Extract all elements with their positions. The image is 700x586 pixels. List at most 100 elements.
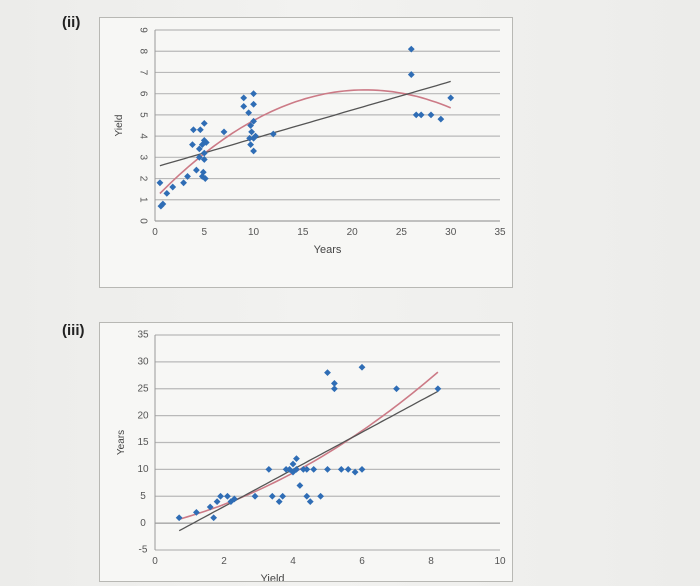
data-point xyxy=(269,130,277,138)
data-point xyxy=(193,166,200,174)
data-point xyxy=(310,465,318,473)
linear-trendline xyxy=(178,390,439,532)
x-tick-label: 15 xyxy=(297,227,309,238)
data-point xyxy=(296,482,304,489)
data-point xyxy=(268,492,276,500)
data-point xyxy=(265,465,273,473)
data-point xyxy=(358,363,366,371)
data-point xyxy=(199,168,207,176)
data-point xyxy=(180,179,187,187)
data-point xyxy=(246,134,254,142)
data-point xyxy=(250,147,257,155)
y-tick-label: 10 xyxy=(137,464,149,475)
y-tick-label: 15 xyxy=(137,437,149,448)
chart-ii-frame: 0 1 2 3 4 5 6 7 8 9 0 5 10 15 20 25 30 35 Years Yield xyxy=(99,17,513,288)
data-point xyxy=(213,498,221,506)
y-tick-label: 8 xyxy=(137,48,148,54)
data-point xyxy=(175,514,183,522)
y-tick-label: 30 xyxy=(137,357,149,368)
data-point xyxy=(201,175,209,182)
data-point xyxy=(252,132,259,140)
data-point xyxy=(344,465,352,473)
x-tick-label: 20 xyxy=(347,227,359,238)
data-point xyxy=(169,183,177,191)
data-point xyxy=(250,90,257,98)
data-point xyxy=(200,149,208,157)
data-point xyxy=(299,465,307,473)
x-tick-label: 4 xyxy=(290,556,296,567)
data-point xyxy=(407,45,415,53)
data-point xyxy=(193,508,200,516)
data-point xyxy=(306,498,314,506)
data-point xyxy=(200,156,208,163)
x-tick-label: 6 xyxy=(359,556,365,567)
polynomial-trendline xyxy=(159,89,452,195)
y-axis-title: Yield xyxy=(114,115,125,137)
y-tick-label: 5 xyxy=(140,491,146,502)
data-point xyxy=(447,94,455,102)
data-point xyxy=(190,126,197,134)
y-tick-label: 35 xyxy=(137,330,149,341)
y-tick-label: 0 xyxy=(140,518,146,529)
data-point xyxy=(427,111,435,119)
data-point xyxy=(289,460,297,468)
chart-iii-plot: -5 0 5 10 15 20 25 30 35 0 2 4 6 8 10 Yield Years xyxy=(116,330,506,585)
data-point xyxy=(324,369,331,377)
data-point xyxy=(417,111,425,119)
data-point xyxy=(224,492,231,500)
data-point xyxy=(434,385,442,393)
data-point xyxy=(189,141,196,148)
data-point xyxy=(156,179,164,187)
data-point xyxy=(337,465,345,473)
data-point xyxy=(196,126,204,134)
data-point xyxy=(358,465,366,473)
data-point xyxy=(247,141,255,148)
data-point xyxy=(250,100,257,108)
data-point xyxy=(184,173,191,180)
y-tick-label: 7 xyxy=(137,70,148,76)
x-tick-label: 25 xyxy=(396,227,408,238)
x-tick-label: 30 xyxy=(445,227,457,238)
data-point xyxy=(195,145,203,153)
data-point xyxy=(200,119,208,127)
data-point xyxy=(407,71,415,78)
data-point xyxy=(324,465,331,473)
data-point xyxy=(250,117,257,125)
data-point xyxy=(240,94,248,102)
data-point xyxy=(393,385,400,393)
data-point xyxy=(412,111,420,119)
data-point xyxy=(245,109,253,117)
data-point xyxy=(195,153,203,161)
data-point xyxy=(303,492,311,500)
data-point xyxy=(210,514,218,522)
y-tick-label: 6 xyxy=(137,91,148,97)
x-tick-label: 8 xyxy=(428,556,434,567)
data-point xyxy=(351,468,359,476)
data-point xyxy=(275,498,283,506)
y-tick-label: 5 xyxy=(137,112,148,118)
data-point xyxy=(217,492,224,500)
x-tick-label: 10 xyxy=(494,556,506,567)
data-point xyxy=(293,455,300,463)
x-tick-label: 10 xyxy=(248,227,260,238)
y-tick-label: 4 xyxy=(137,133,148,139)
x-tick-label: 5 xyxy=(202,227,208,238)
part-label-iii: (iii) xyxy=(62,322,85,339)
y-tick-label: 0 xyxy=(137,218,148,224)
data-point xyxy=(331,385,338,393)
x-axis-title: Yield xyxy=(260,573,284,581)
x-axis-title: Years xyxy=(314,244,342,256)
data-point xyxy=(282,465,290,473)
y-tick-label: 20 xyxy=(137,410,149,421)
data-point xyxy=(437,115,445,123)
data-point xyxy=(279,492,287,500)
data-point xyxy=(202,139,210,146)
data-point xyxy=(240,103,248,110)
linear-trendline xyxy=(159,80,451,167)
data-point xyxy=(200,136,208,144)
y-axis-title: Years xyxy=(116,430,127,455)
data-point xyxy=(159,200,167,208)
data-point xyxy=(251,492,259,500)
data-point xyxy=(198,141,206,148)
x-tick-label: 0 xyxy=(152,227,158,238)
